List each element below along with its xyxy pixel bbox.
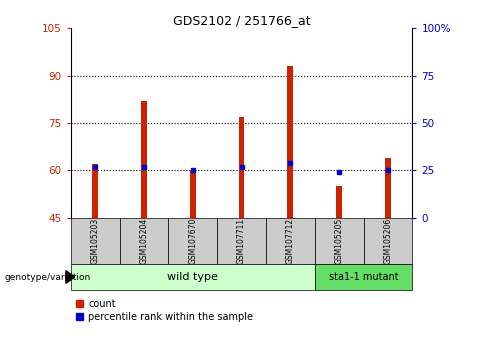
Bar bbox=[315, 218, 364, 264]
Bar bbox=[266, 218, 315, 264]
Bar bbox=[120, 218, 168, 264]
Text: GSM105205: GSM105205 bbox=[335, 218, 344, 264]
Text: GSM105204: GSM105204 bbox=[140, 218, 148, 264]
Bar bbox=[190, 170, 196, 218]
Bar bbox=[364, 218, 412, 264]
Text: GSM107670: GSM107670 bbox=[188, 217, 197, 264]
Title: GDS2102 / 251766_at: GDS2102 / 251766_at bbox=[173, 14, 310, 27]
Text: GSM107711: GSM107711 bbox=[237, 218, 246, 264]
Bar bbox=[141, 101, 147, 218]
Polygon shape bbox=[66, 271, 75, 283]
Bar bbox=[168, 218, 217, 264]
Bar bbox=[385, 158, 391, 218]
Text: wild type: wild type bbox=[167, 272, 218, 282]
Bar bbox=[336, 186, 342, 218]
Text: GSM107712: GSM107712 bbox=[286, 218, 295, 264]
Text: sta1-1 mutant: sta1-1 mutant bbox=[329, 272, 398, 282]
Bar bbox=[287, 66, 293, 218]
Bar bbox=[239, 117, 244, 218]
Bar bbox=[217, 218, 266, 264]
Bar bbox=[92, 164, 98, 218]
Legend: count, percentile rank within the sample: count, percentile rank within the sample bbox=[76, 299, 253, 321]
Bar bbox=[71, 264, 315, 290]
Text: genotype/variation: genotype/variation bbox=[5, 273, 91, 281]
Bar bbox=[315, 264, 412, 290]
Bar bbox=[71, 218, 120, 264]
Text: GSM105203: GSM105203 bbox=[91, 218, 100, 264]
Text: GSM105206: GSM105206 bbox=[384, 218, 392, 264]
